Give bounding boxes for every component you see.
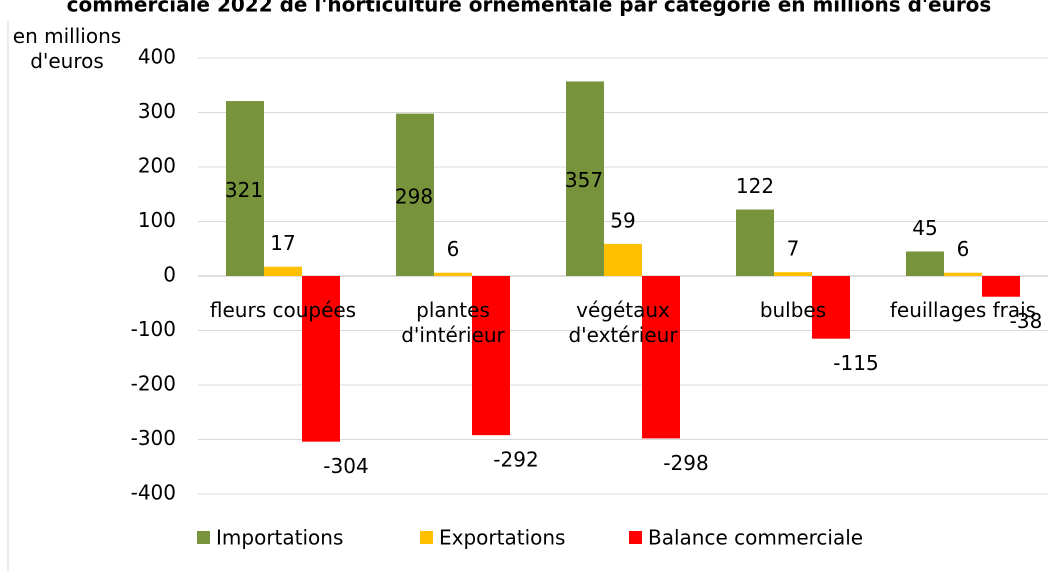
bar	[472, 276, 510, 436]
legend-swatch	[420, 531, 433, 544]
y-axis-label-box: en millions d'euros	[12, 24, 122, 73]
x-tick-label-box: végétaux d'extérieur	[568, 298, 678, 347]
x-tick-label: bulbes	[759, 298, 827, 322]
data-label: -292	[493, 448, 538, 472]
x-tick-label-box: plantes d'intérieur	[401, 298, 505, 347]
bar	[566, 81, 604, 276]
bar	[736, 209, 774, 276]
legend-label: Exportations	[439, 526, 565, 550]
x-tick-label: fleurs coupées	[209, 298, 357, 322]
data-label: 17	[270, 231, 295, 255]
bar	[944, 272, 982, 276]
y-tick-label: 400	[138, 45, 176, 69]
x-tick-label: végétaux d'extérieur	[568, 298, 678, 347]
data-label: 45	[912, 216, 937, 240]
x-tick-label-box: feuillages frais	[889, 298, 1037, 322]
data-label: 357	[565, 168, 603, 192]
bar	[434, 272, 472, 276]
chart-title: commerciale 2022 de l'horticulture ornem…	[67, 0, 992, 17]
y-tick-label: -200	[131, 372, 176, 396]
x-tick-label-box: fleurs coupées	[209, 298, 357, 322]
bar	[982, 276, 1020, 297]
data-label: 298	[395, 184, 433, 208]
bar	[774, 272, 812, 276]
x-tick-label: feuillages frais	[889, 298, 1037, 322]
legend-label: Importations	[216, 526, 343, 550]
legend-label: Balance commerciale	[648, 526, 863, 550]
y-tick-label: 100	[138, 208, 176, 232]
y-tick-label: -300	[131, 426, 176, 450]
legend-swatch	[629, 531, 642, 544]
bar	[642, 276, 680, 439]
data-label: 122	[736, 174, 774, 198]
data-label: -115	[833, 351, 878, 375]
data-label: -38	[1010, 309, 1043, 333]
bar	[226, 101, 264, 277]
y-tick-label: -100	[131, 317, 176, 341]
data-label: 6	[957, 237, 970, 261]
y-tick-label: 300	[138, 99, 176, 123]
bar	[906, 251, 944, 276]
data-label: -298	[663, 451, 708, 475]
y-axis-label: en millions d'euros	[12, 24, 122, 73]
data-label: 321	[225, 178, 263, 202]
bar	[302, 276, 340, 442]
data-label: 7	[787, 237, 800, 261]
x-tick-label-box: bulbes	[759, 298, 827, 322]
bar	[396, 113, 434, 276]
y-tick-label: -400	[131, 481, 176, 505]
data-label: 6	[447, 237, 460, 261]
x-tick-label: plantes d'intérieur	[401, 298, 505, 347]
legend-swatch	[197, 531, 210, 544]
data-label: 59	[610, 208, 635, 232]
bar	[264, 266, 302, 276]
bar	[812, 276, 850, 339]
y-tick-label: 0	[163, 263, 176, 287]
y-tick-label: 200	[138, 154, 176, 178]
data-label: -304	[323, 454, 368, 478]
bar	[604, 243, 642, 276]
